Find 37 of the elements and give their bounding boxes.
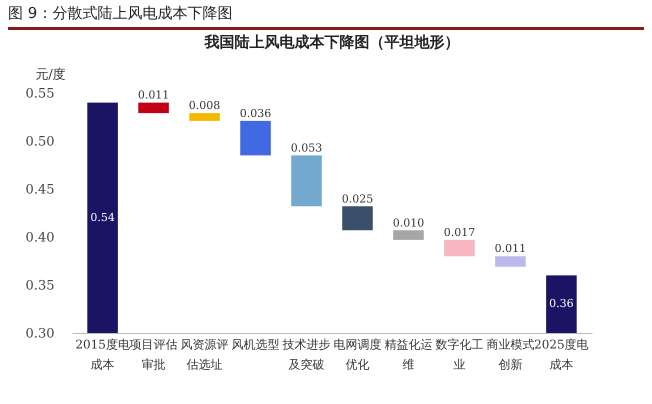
y-axis-title: 元/度: [35, 66, 66, 82]
y-tick-label: 0.45: [26, 182, 54, 198]
bar: [495, 256, 526, 267]
x-tick-label: 风资源评估选址: [180, 338, 229, 372]
data-label: 0.025: [342, 192, 374, 206]
bar: [342, 206, 373, 230]
y-tick-label: 0.55: [26, 86, 54, 102]
x-tick-label: 项目评估审批: [130, 338, 178, 372]
x-tick-label: 2025度电成本: [534, 338, 589, 372]
data-label: 0.011: [494, 242, 526, 256]
data-label: 0.54: [90, 210, 115, 224]
bar: [291, 155, 322, 206]
data-label: 0.008: [188, 99, 220, 112]
x-tick-label: 风机选型: [232, 338, 280, 352]
data-label: 0.36: [549, 297, 574, 310]
bar: [444, 240, 475, 256]
y-tick-label: 0.50: [26, 134, 54, 150]
y-tick-label: 0.40: [26, 230, 54, 246]
data-label: 0.053: [290, 141, 322, 154]
x-tick-label: 数字化工业: [435, 338, 484, 372]
bar: [240, 120, 271, 156]
x-tick-label: 2015度电成本: [75, 338, 130, 372]
data-label: 0.010: [392, 216, 424, 230]
data-label: 0.011: [138, 88, 170, 102]
x-tick-label: 电网调度优化: [333, 338, 382, 372]
data-label: 0.017: [444, 226, 476, 239]
x-tick-label: 技术进步及突破: [282, 338, 331, 372]
bar: [189, 113, 220, 121]
x-tick-label: 商业模式创新: [486, 338, 534, 372]
x-tick-label: 精益化运维: [384, 338, 432, 372]
bar: [393, 230, 424, 240]
chart-subtitle: 图 9：分散式陆上风电成本下降图: [8, 4, 644, 30]
y-tick-label: 0.35: [26, 278, 54, 294]
data-label: 0.036: [240, 106, 272, 120]
bar: [138, 102, 169, 114]
y-tick-label: 0.30: [26, 326, 54, 342]
chart-title: 我国陆上风电成本下降图（平坦地形）: [204, 33, 460, 51]
